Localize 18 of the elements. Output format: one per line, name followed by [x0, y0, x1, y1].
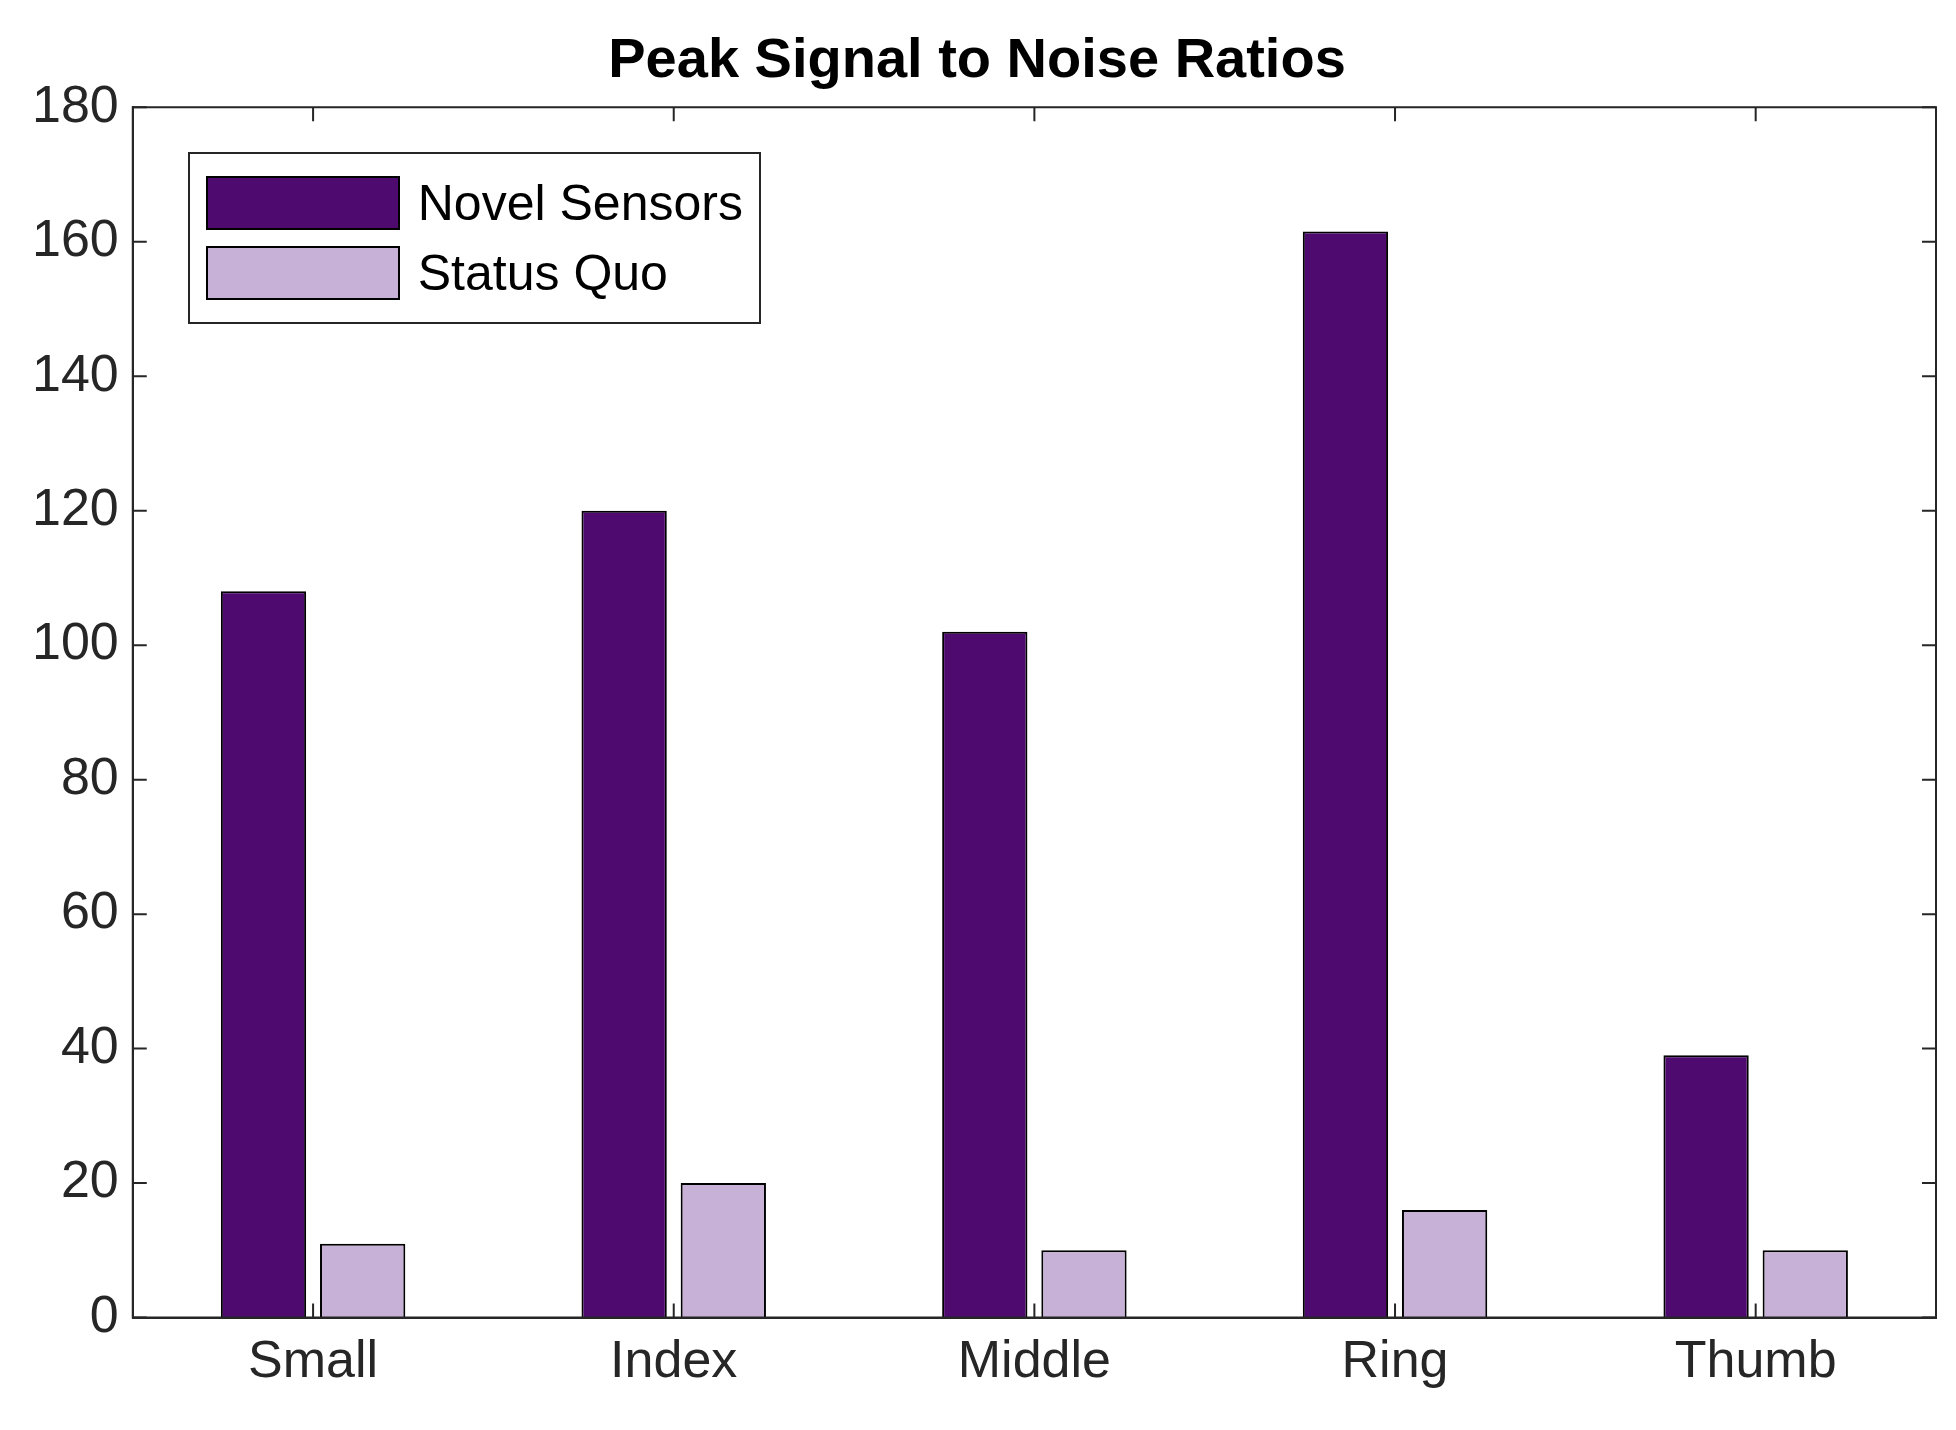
x-tick-label: Thumb	[1674, 1330, 1837, 1389]
y-tick-label: 120	[31, 478, 119, 537]
x-tick-label: Small	[248, 1330, 379, 1389]
x-tick-label: Index	[610, 1330, 738, 1389]
x-tick-label: Ring	[1341, 1330, 1449, 1389]
y-tick-label: 180	[31, 74, 119, 133]
y-tick-label: 140	[31, 343, 119, 402]
legend-label: Status Quo	[417, 244, 668, 304]
x-tick-label: Middle	[957, 1330, 1111, 1389]
y-tick-label: 160	[31, 209, 119, 268]
y-tick-label: 80	[60, 746, 119, 805]
y-tick-label: 0	[89, 1284, 119, 1343]
legend-label: Novel Sensors	[417, 174, 743, 234]
y-tick-label: 60	[60, 881, 119, 940]
y-tick-label: 100	[31, 612, 119, 671]
y-tick-label: 20	[60, 1150, 119, 1209]
y-tick-label: 40	[60, 1015, 119, 1074]
chart-title: Peak Signal to Noise Ratios	[608, 26, 1346, 90]
